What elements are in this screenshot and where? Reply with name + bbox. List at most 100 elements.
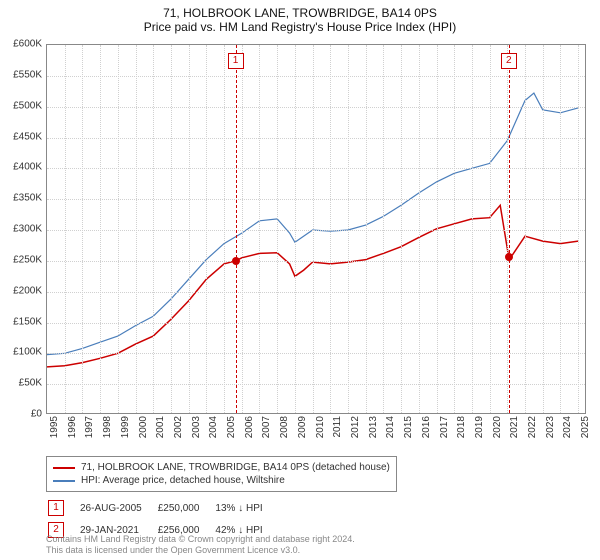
x-axis-label: 2009 [297, 416, 308, 438]
x-axis-label: 2000 [138, 416, 149, 438]
x-axis-label: 2007 [261, 416, 272, 438]
gridline-v [259, 45, 260, 413]
event-date-1: 26-AUG-2005 [80, 498, 156, 518]
x-axis-label: 1999 [120, 416, 131, 438]
event-price-1: £250,000 [158, 498, 214, 518]
x-axis-label: 2018 [456, 416, 467, 438]
x-axis-label: 2020 [492, 416, 503, 438]
gridline-v [206, 45, 207, 413]
gridline-h [47, 138, 585, 139]
x-axis-label: 2019 [474, 416, 485, 438]
event-line [509, 45, 510, 413]
gridline-v [543, 45, 544, 413]
y-axis-label: £300K [13, 224, 42, 235]
x-axis-label: 2022 [527, 416, 538, 438]
x-axis-label: 2015 [403, 416, 414, 438]
footer: Contains HM Land Registry data © Crown c… [46, 534, 355, 556]
y-axis-label: £0 [31, 409, 42, 420]
y-axis-label: £100K [13, 347, 42, 358]
gridline-h [47, 323, 585, 324]
chart-container: 71, HOLBROOK LANE, TROWBRIDGE, BA14 0PS … [0, 0, 600, 560]
gridline-v [383, 45, 384, 413]
plot-region: 12 [46, 44, 586, 414]
gridline-v [153, 45, 154, 413]
y-axis-label: £350K [13, 193, 42, 204]
legend-swatch-property [53, 467, 75, 469]
event-row-1: 1 26-AUG-2005 £250,000 13% ↓ HPI [48, 498, 277, 518]
x-axis-label: 2010 [315, 416, 326, 438]
gridline-h [47, 76, 585, 77]
gridline-v [525, 45, 526, 413]
gridline-h [47, 353, 585, 354]
x-axis-label: 2006 [244, 416, 255, 438]
gridline-v [330, 45, 331, 413]
gridline-v [242, 45, 243, 413]
legend: 71, HOLBROOK LANE, TROWBRIDGE, BA14 0PS … [46, 456, 397, 492]
y-axis-label: £50K [19, 378, 42, 389]
x-axis-label: 2012 [350, 416, 361, 438]
legend-label-property: 71, HOLBROOK LANE, TROWBRIDGE, BA14 0PS … [81, 462, 390, 473]
x-axis-label: 1998 [102, 416, 113, 438]
y-axis-label: £600K [13, 39, 42, 50]
legend-swatch-hpi [53, 480, 75, 482]
gridline-h [47, 230, 585, 231]
gridline-h [47, 384, 585, 385]
gridline-v [348, 45, 349, 413]
y-axis-label: £250K [13, 254, 42, 265]
x-axis-label: 2021 [509, 416, 520, 438]
gridline-v [560, 45, 561, 413]
gridline-v [366, 45, 367, 413]
y-axis-label: £150K [13, 316, 42, 327]
gridline-v [295, 45, 296, 413]
x-axis-label: 2013 [368, 416, 379, 438]
legend-label-hpi: HPI: Average price, detached house, Wilt… [81, 475, 285, 486]
x-axis-label: 2023 [545, 416, 556, 438]
event-point-marker [505, 253, 513, 261]
gridline-v [100, 45, 101, 413]
gridline-v [171, 45, 172, 413]
legend-item-hpi: HPI: Average price, detached house, Wilt… [53, 474, 390, 487]
y-axis-label: £450K [13, 131, 42, 142]
y-axis-label: £400K [13, 162, 42, 173]
chart-title: 71, HOLBROOK LANE, TROWBRIDGE, BA14 0PS [0, 0, 600, 20]
gridline-h [47, 199, 585, 200]
event-point-marker [232, 257, 240, 265]
gridline-h [47, 292, 585, 293]
x-axis-label: 2002 [173, 416, 184, 438]
event-delta-1: 13% ↓ HPI [215, 498, 276, 518]
gridline-v [454, 45, 455, 413]
gridline-v [419, 45, 420, 413]
x-axis-label: 1996 [67, 416, 78, 438]
footer-line-1: Contains HM Land Registry data © Crown c… [46, 534, 355, 545]
footer-line-2: This data is licensed under the Open Gov… [46, 545, 355, 556]
gridline-v [401, 45, 402, 413]
gridline-h [47, 261, 585, 262]
gridline-h [47, 107, 585, 108]
gridline-h [47, 168, 585, 169]
gridline-v [65, 45, 66, 413]
x-axis-label: 2011 [332, 416, 343, 438]
x-axis-label: 2003 [191, 416, 202, 438]
gridline-v [578, 45, 579, 413]
x-axis-label: 2016 [421, 416, 432, 438]
event-line [236, 45, 237, 413]
gridline-v [472, 45, 473, 413]
gridline-v [277, 45, 278, 413]
gridline-v [82, 45, 83, 413]
x-axis-label: 1997 [84, 416, 95, 438]
x-axis-label: 2017 [439, 416, 450, 438]
event-id-1: 1 [48, 500, 64, 516]
x-axis-label: 2004 [208, 416, 219, 438]
legend-item-property: 71, HOLBROOK LANE, TROWBRIDGE, BA14 0PS … [53, 461, 390, 474]
x-axis-label: 2005 [226, 416, 237, 438]
gridline-v [118, 45, 119, 413]
chart-subtitle: Price paid vs. HM Land Registry's House … [0, 20, 600, 38]
gridline-v [189, 45, 190, 413]
x-axis-label: 2024 [562, 416, 573, 438]
y-axis-label: £200K [13, 285, 42, 296]
gridline-v [437, 45, 438, 413]
gridline-v [313, 45, 314, 413]
x-axis-label: 2014 [385, 416, 396, 438]
chart-area: 12 £0£50K£100K£150K£200K£250K£300K£350K£… [46, 44, 586, 414]
x-axis-label: 1995 [49, 416, 60, 438]
